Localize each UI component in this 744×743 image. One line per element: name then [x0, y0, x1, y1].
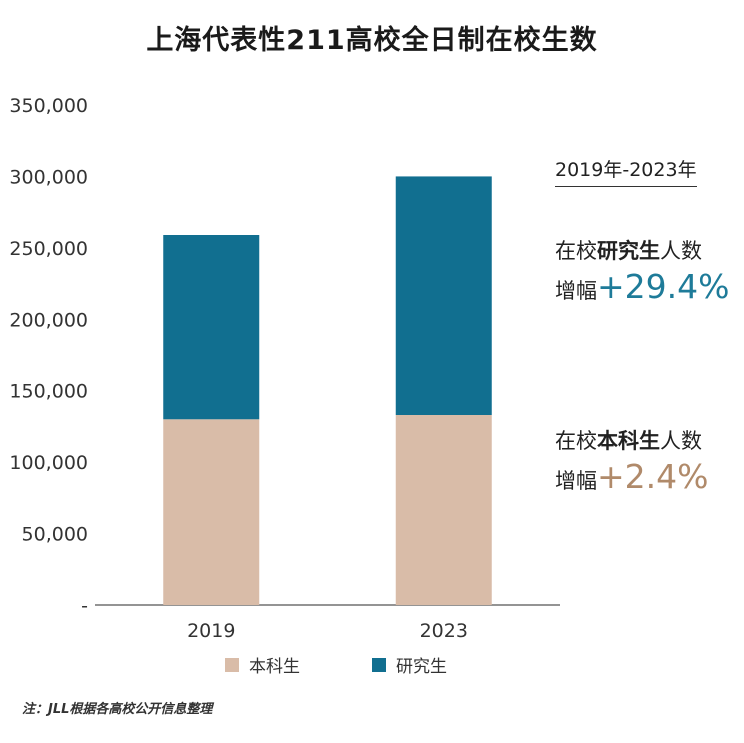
y-tick-label: -	[81, 595, 88, 617]
y-tick-label: 300,000	[9, 166, 88, 188]
y-tick-label: 150,000	[9, 381, 88, 403]
side-period: 2019年-2023年	[555, 155, 697, 187]
ug-suffix: 人数	[660, 429, 702, 453]
ug-growth-label: 增幅	[555, 469, 597, 493]
bar-grad-2023	[395, 176, 492, 415]
y-tick-label: 50,000	[22, 524, 88, 546]
ug-growth-line: 增幅+2.4%	[555, 457, 744, 496]
grad-prefix: 在校	[555, 239, 597, 263]
grad-growth-label: 增幅	[555, 279, 597, 303]
x-tick-label: 2019	[187, 620, 235, 642]
ug-callout-heading: 在校本科生人数	[555, 425, 744, 455]
x-tick-label: 2023	[420, 620, 468, 642]
legend-label-grad: 研究生	[396, 657, 447, 677]
grad-bold: 研究生	[597, 239, 660, 263]
ug-growth-value: +2.4%	[597, 457, 709, 496]
grad-growth-line: 增幅+29.4%	[555, 267, 744, 306]
grad-growth-value: +29.4%	[597, 267, 730, 306]
bar-undergrad-2023	[395, 415, 492, 605]
ug-callout: 在校本科生人数 增幅+2.4%	[520, 425, 744, 496]
y-tick-label: 100,000	[9, 452, 88, 474]
legend: 本科生 研究生	[0, 652, 744, 682]
bar-grad-2019	[163, 235, 260, 420]
y-tick-label: 250,000	[9, 238, 88, 260]
grad-callout: 在校研究生人数 增幅+29.4%	[520, 235, 744, 306]
chart-title: 上海代表性211高校全日制在校生数	[146, 25, 598, 56]
grad-callout-heading: 在校研究生人数	[555, 235, 744, 265]
ug-prefix: 在校	[555, 429, 597, 453]
legend-item-grad: 研究生	[372, 652, 447, 677]
grad-suffix: 人数	[660, 239, 702, 263]
legend-label-undergrad: 本科生	[249, 657, 300, 677]
legend-item-undergrad: 本科生	[225, 652, 300, 677]
y-tick-label: 350,000	[9, 95, 88, 117]
y-tick-label: 200,000	[9, 309, 88, 331]
legend-swatch-grad	[372, 657, 386, 672]
source-note: 注：JLL根据各高校公开信息整理	[22, 702, 213, 717]
bar-undergrad-2019	[163, 419, 260, 605]
legend-swatch-undergrad	[225, 657, 239, 672]
ug-bold: 本科生	[597, 429, 660, 453]
